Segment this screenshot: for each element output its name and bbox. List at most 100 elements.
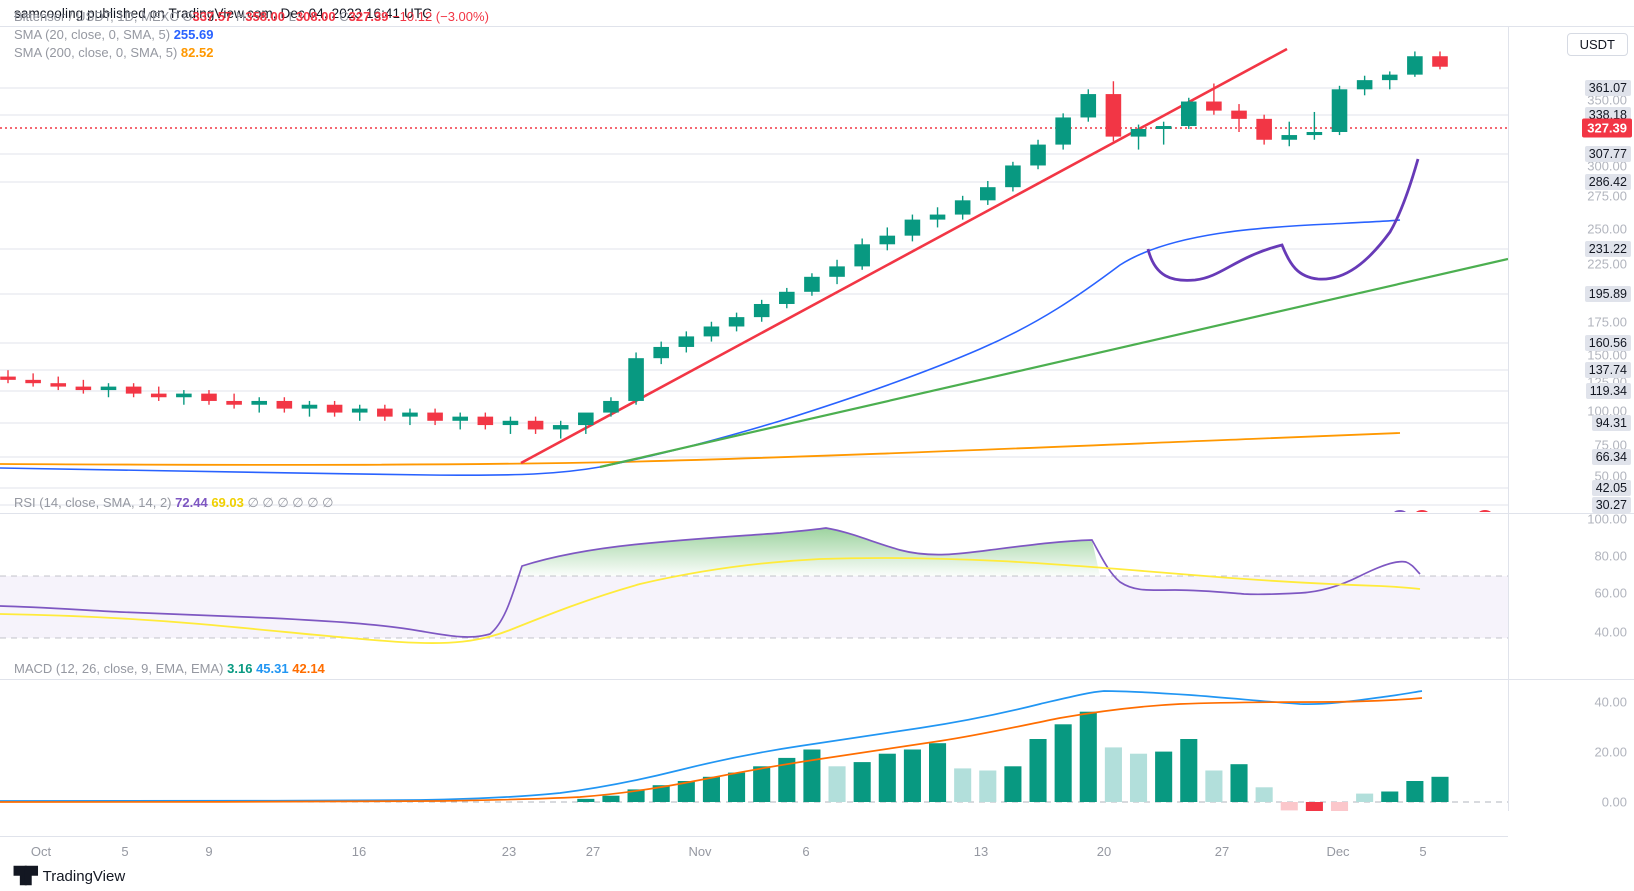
macd-line-value: 45.31 [256, 661, 289, 676]
axis-tick-350: 350.00 [1587, 92, 1627, 108]
macd-histogram-bar [828, 766, 846, 802]
candle-body [25, 379, 41, 384]
axis-tick-250: 250.00 [1587, 221, 1627, 237]
rsi-overbought-fill [522, 528, 1100, 576]
macd-tick-20: 20.00 [1594, 744, 1627, 760]
price-change: −10.12 (−3.00%) [392, 9, 489, 24]
macd-histogram-bar [753, 766, 771, 802]
rsi-pane[interactable] [0, 513, 1508, 678]
macd-chart-svg [0, 690, 1508, 811]
candle-body [0, 376, 16, 380]
macd-histogram-bar [1406, 781, 1424, 802]
price-axis-pane: 350.00 300.00 275.00 250.00 225.00 175.0… [1509, 27, 1634, 513]
candle-body [125, 386, 142, 394]
candle-body [527, 420, 544, 430]
macd-histogram-bar [1004, 766, 1022, 802]
rsi-ma-line [0, 557, 1421, 644]
macd-tick-40: 40.00 [1594, 694, 1627, 710]
macd-legend[interactable]: MACD (12, 26, close, 9, EMA, EMA) 3.16 4… [14, 660, 325, 677]
sma200-legend[interactable]: SMA (200, close, 0, SMA, 5) 82.52 [14, 44, 213, 61]
candle-body [703, 326, 720, 337]
candle-body [603, 400, 619, 413]
macd-histogram-bar [1054, 724, 1072, 802]
candle-body [653, 346, 669, 359]
candle-body [1055, 117, 1071, 145]
macd-histogram-bar [627, 789, 645, 802]
price-axis-column[interactable]: USDT 350.00 300.00 275.00 250.00 225.00 … [1508, 27, 1634, 811]
rsi-tick-40: 40.00 [1594, 624, 1627, 640]
macd-histogram-bar [1381, 791, 1399, 802]
candle-body [402, 412, 418, 417]
candle-body [728, 317, 745, 327]
macd-signal-value: 42.14 [292, 661, 325, 676]
low-value: 308.00 [295, 9, 336, 24]
price-pane[interactable]: ⚡ ▤ ▤ [0, 27, 1508, 512]
candle-body [1432, 56, 1448, 67]
candle-body [326, 404, 343, 413]
macd-histogram-bar [1356, 793, 1374, 802]
time-axis-label: 23 [501, 844, 517, 859]
time-axis[interactable]: Oct 5 9 16 23 27 Nov 6 13 20 27 Dec 5 [0, 836, 1508, 866]
macd-pane[interactable] [0, 679, 1508, 811]
candle-body [1130, 128, 1147, 137]
rsi-legend[interactable]: RSI (14, close, SMA, 14, 2) 72.44 69.03 … [14, 494, 334, 511]
publisher-attribution: samcooling published on TradingView.com,… [14, 6, 433, 21]
candle-body [251, 400, 268, 405]
axis-level-137: 137.74 [1584, 362, 1631, 378]
rsi-tick-80: 80.00 [1594, 548, 1627, 564]
axis-level-195: 195.89 [1584, 286, 1631, 302]
candle-body [1381, 74, 1398, 81]
axis-level-66: 66.34 [1591, 449, 1631, 465]
high-value: 358.00 [245, 9, 286, 24]
axis-level-119: 119.34 [1585, 383, 1631, 399]
candle-body [1231, 110, 1247, 119]
macd-signal-line [0, 697, 1423, 803]
candle-body [1206, 101, 1222, 111]
axis-tick-175: 175.00 [1587, 314, 1627, 330]
macd-histogram-bar [803, 749, 821, 802]
candle-body [100, 386, 117, 391]
candle-body [904, 219, 921, 236]
candle-body [75, 386, 92, 391]
macd-histogram-bar [954, 768, 972, 802]
candle-body [301, 404, 318, 409]
candle-body [578, 412, 594, 426]
sma20-legend[interactable]: SMA (20, close, 0, SMA, 5) 255.69 [14, 26, 213, 43]
candlestick-series [0, 51, 1448, 439]
macd-histogram-bar [728, 772, 746, 802]
close-value: 327.39 [348, 9, 389, 24]
macd-histogram-bar [602, 795, 620, 802]
candle-body [929, 214, 946, 220]
macd-histogram-bar [853, 762, 871, 802]
macd-histogram-bar [677, 781, 695, 802]
macd-title: MACD (12, 26, close, 9, EMA, EMA) [14, 661, 224, 676]
green-trend-line [599, 257, 1508, 469]
red-trend-line [520, 47, 1288, 465]
time-axis-label: 20 [1096, 844, 1112, 859]
rsi-value: 72.44 [175, 495, 208, 510]
symbol-label: Bittensor / USDT, 1D, MEXC [14, 9, 179, 24]
price-legend[interactable]: Bittensor / USDT, 1D, MEXC O337.57 H358.… [14, 8, 489, 25]
rsi-axis-pane: 100.00 80.00 60.00 40.00 [1509, 512, 1634, 678]
candle-body [879, 235, 896, 245]
axis-level-42: 42.05 [1591, 480, 1631, 496]
candle-body [1030, 144, 1046, 166]
rsi-title: RSI (14, close, SMA, 14, 2) [14, 495, 172, 510]
time-axis-label: 27 [585, 844, 601, 859]
candle-body [854, 244, 870, 267]
macd-histogram-bar [979, 770, 997, 802]
candle-body [1356, 80, 1373, 90]
tradingview-footer[interactable]: ▜▛ TradingView [14, 866, 125, 886]
macd-histogram-bar [778, 757, 796, 802]
plot-column[interactable]: ⚡ ▤ ▤ [0, 27, 1508, 811]
candle-body [628, 358, 644, 401]
macd-histogram-bar [903, 749, 921, 802]
sma20-line [0, 219, 1401, 477]
rsi-band [0, 576, 1508, 638]
axis-tick-75: 75.00 [1594, 437, 1627, 453]
macd-histogram-bar [1305, 802, 1323, 811]
axis-tick-100: 100.00 [1587, 403, 1627, 419]
axis-level-30: 30.27 [1591, 497, 1631, 513]
candle-body [1407, 56, 1423, 75]
time-axis-label: 16 [351, 844, 367, 859]
